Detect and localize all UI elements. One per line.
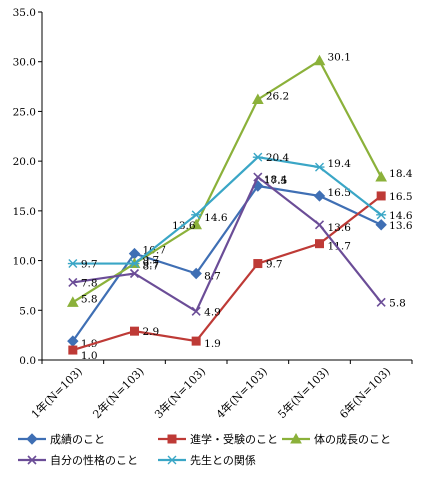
data-point-marker <box>68 277 78 288</box>
y-tick-label: 30.0 <box>13 57 36 69</box>
y-tick-label: 5.0 <box>19 305 36 317</box>
data-point-marker <box>251 93 264 104</box>
data-point-marker <box>190 218 203 230</box>
series-line <box>72 155 382 265</box>
series-line <box>72 59 383 304</box>
data-point-marker <box>130 326 139 336</box>
series-line <box>72 195 382 352</box>
data-label: 9.7 <box>143 255 160 267</box>
legend-label: 体の成長のこと <box>314 432 391 446</box>
legend-label: 自分の性格のこと <box>50 453 138 467</box>
data-label: 9.7 <box>81 259 98 271</box>
series-2: 1.02.91.99.711.716.5 <box>68 191 413 362</box>
y-tick-label: 0.0 <box>19 355 36 367</box>
data-point-marker <box>376 191 386 201</box>
x-tick-label: 2年(N=103) <box>90 364 147 421</box>
data-point-marker <box>67 259 78 269</box>
series-line <box>72 175 383 313</box>
data-label: 9.7 <box>143 259 160 271</box>
data-point-marker <box>253 259 263 269</box>
data-label: 17.5 <box>264 175 287 187</box>
series-4: 7.8 8.7 4.9 18.4 13.6 5.8 <box>68 172 406 318</box>
data-label: 16.5 <box>328 187 351 199</box>
data-point-marker <box>313 54 326 66</box>
data-point-marker <box>191 210 202 220</box>
data-label: 8.7 <box>143 260 160 272</box>
data-point-marker <box>252 152 263 162</box>
y-tick-label: 25.0 <box>13 106 36 118</box>
x-tick-label: 4年(N=103) <box>213 364 270 421</box>
legend-marker <box>26 433 38 445</box>
x-tick-label: 5年(N=103) <box>275 364 332 421</box>
data-label: 19.4 <box>328 158 352 170</box>
legend-marker <box>167 455 177 465</box>
series-line <box>71 184 382 342</box>
legend-item: 先生との関係 <box>158 453 256 467</box>
series-3: 5.8 9.7 13.6 26.2 30.1 18.4 <box>66 52 413 307</box>
legend-item: 自分の性格のこと <box>18 453 138 467</box>
data-point-marker <box>66 296 79 307</box>
data-point-marker <box>68 345 78 355</box>
data-label: 13.6 <box>328 222 352 234</box>
data-point-marker <box>375 219 387 231</box>
legend-label: 進学・受験のこと <box>190 432 278 446</box>
legend-label: 成績のこと <box>50 432 105 446</box>
data-label: 30.1 <box>328 52 351 64</box>
data-point-marker <box>191 306 201 316</box>
x-tick-label: 3年(N=103) <box>151 364 208 421</box>
data-label: 13.6 <box>389 220 413 232</box>
x-tick-label: 6年(N=103) <box>336 364 393 421</box>
y-tick-label: 15.0 <box>13 206 36 218</box>
x-tick-label: 1年(N=103) <box>28 364 85 421</box>
data-label: 14.6 <box>389 210 413 222</box>
data-label: 1.0 <box>81 350 98 362</box>
data-point-marker <box>314 220 325 230</box>
data-point-marker <box>315 239 324 249</box>
data-point-marker <box>190 267 202 280</box>
data-label: 18.4 <box>264 174 288 186</box>
data-label: 1.9 <box>204 338 221 350</box>
legend-item: 体の成長のこと <box>282 432 391 446</box>
data-point-marker <box>129 268 140 279</box>
data-label: 5.8 <box>389 297 406 309</box>
legend-item: 進学・受験のこと <box>158 432 278 446</box>
data-point-marker <box>253 172 263 182</box>
data-point-marker <box>376 210 387 220</box>
series-5: 9.7 9.714.620.4 19.414.6 <box>67 152 413 271</box>
legend-marker <box>167 434 177 444</box>
data-point-marker <box>313 190 326 202</box>
legend-label: 先生との関係 <box>190 453 256 467</box>
y-tick-label: 10.0 <box>13 256 36 268</box>
data-label: 14.6 <box>204 212 228 224</box>
data-point-marker <box>314 162 325 172</box>
data-label: 7.8 <box>81 277 98 289</box>
legend-marker <box>27 455 37 465</box>
data-label: 20.4 <box>266 152 290 164</box>
y-tick-label: 20.0 <box>13 156 36 168</box>
data-point-marker <box>129 259 140 269</box>
data-label: 4.9 <box>204 306 221 318</box>
data-label: 2.9 <box>143 326 160 338</box>
y-tick-label: 35.0 <box>13 7 36 19</box>
data-point-marker <box>375 171 388 182</box>
data-label: 9.7 <box>266 259 283 271</box>
data-label: 26.2 <box>266 90 289 102</box>
legend-marker <box>290 432 302 444</box>
data-label: 5.8 <box>81 293 98 305</box>
data-label: 16.5 <box>389 191 412 203</box>
data-point-marker <box>376 297 386 307</box>
legend-item: 成績のこと <box>18 432 105 446</box>
data-label: 18.4 <box>389 168 413 180</box>
data-point-marker <box>191 336 201 346</box>
